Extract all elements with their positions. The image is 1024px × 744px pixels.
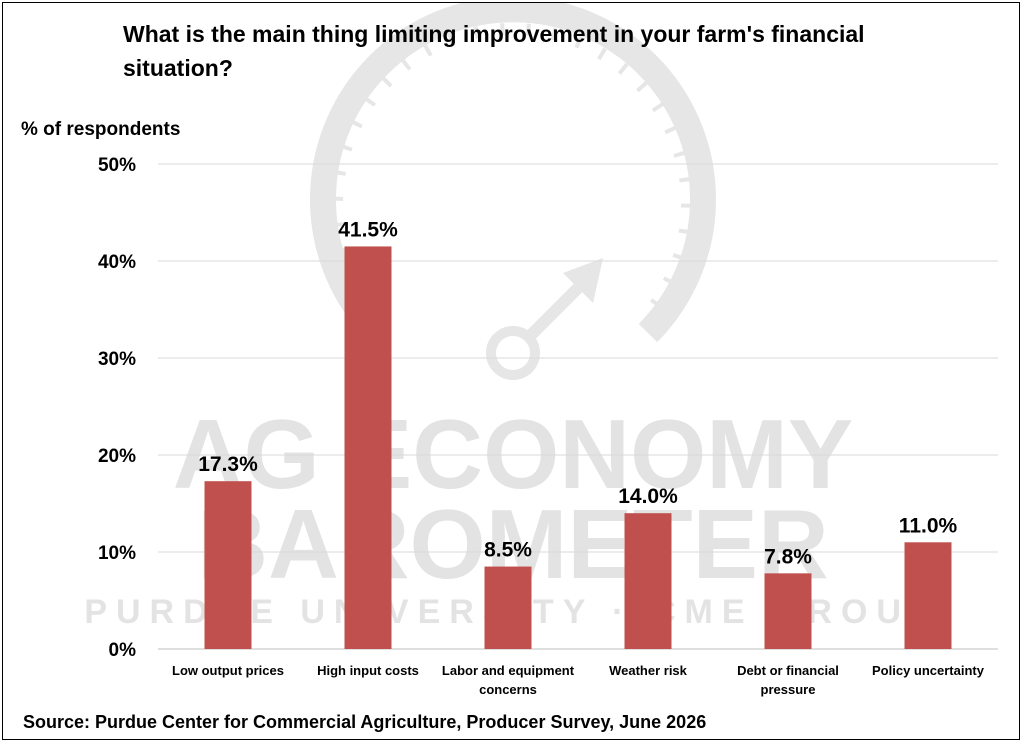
bar <box>484 566 532 649</box>
source-note: Source: Purdue Center for Commercial Agr… <box>23 712 707 732</box>
category-label: Debt or financial <box>737 663 839 678</box>
category-label: pressure <box>761 682 816 697</box>
watermark-gauge-arc <box>310 3 716 343</box>
category-label: concerns <box>479 682 537 697</box>
watermark-gauge-arrowhead <box>563 258 603 303</box>
y-tick-labels: 0% 10% 20% 30% 40% 50% <box>98 155 136 661</box>
gridlines <box>158 163 998 650</box>
data-label: 11.0% <box>899 514 958 537</box>
bar <box>764 573 812 649</box>
y-tick-label: 50% <box>98 155 136 176</box>
data-label: 17.3% <box>198 453 258 476</box>
data-label: 8.5% <box>484 539 532 562</box>
y-tick-label: 40% <box>98 252 136 273</box>
data-label: 41.5% <box>338 218 398 241</box>
bar <box>624 513 672 649</box>
watermark-gauge-ticks <box>331 23 693 324</box>
category-label: Policy uncertainty <box>872 663 985 678</box>
data-labels: 17.3% 41.5% 8.5% 14.0% 7.8% 11.0% <box>198 218 957 568</box>
watermark-line1: AG ECONOMY <box>173 399 854 509</box>
category-label: Low output prices <box>172 663 284 678</box>
bar-chart: AG ECONOMY BAROMETER PURDUE UNIVERSITY ·… <box>84 3 998 697</box>
chart-title: What is the main thing limiting improvem… <box>123 21 865 81</box>
category-label: Labor and equipment <box>442 663 575 678</box>
data-label: 14.0% <box>618 485 678 508</box>
bars <box>204 246 952 649</box>
bar <box>904 542 952 649</box>
y-axis-label: % of respondents <box>21 119 181 140</box>
category-label: Weather risk <box>609 663 688 678</box>
y-tick-label: 30% <box>98 349 136 370</box>
bar <box>344 246 392 649</box>
watermark-gauge-hub <box>486 326 540 380</box>
data-label: 7.8% <box>764 545 812 568</box>
category-labels: Low output prices High input costs Labor a… <box>172 663 985 697</box>
y-tick-label: 0% <box>109 640 137 661</box>
bar <box>204 481 252 649</box>
y-tick-label: 20% <box>98 446 136 467</box>
y-tick-label: 10% <box>98 543 136 564</box>
category-label: High input costs <box>317 663 419 678</box>
